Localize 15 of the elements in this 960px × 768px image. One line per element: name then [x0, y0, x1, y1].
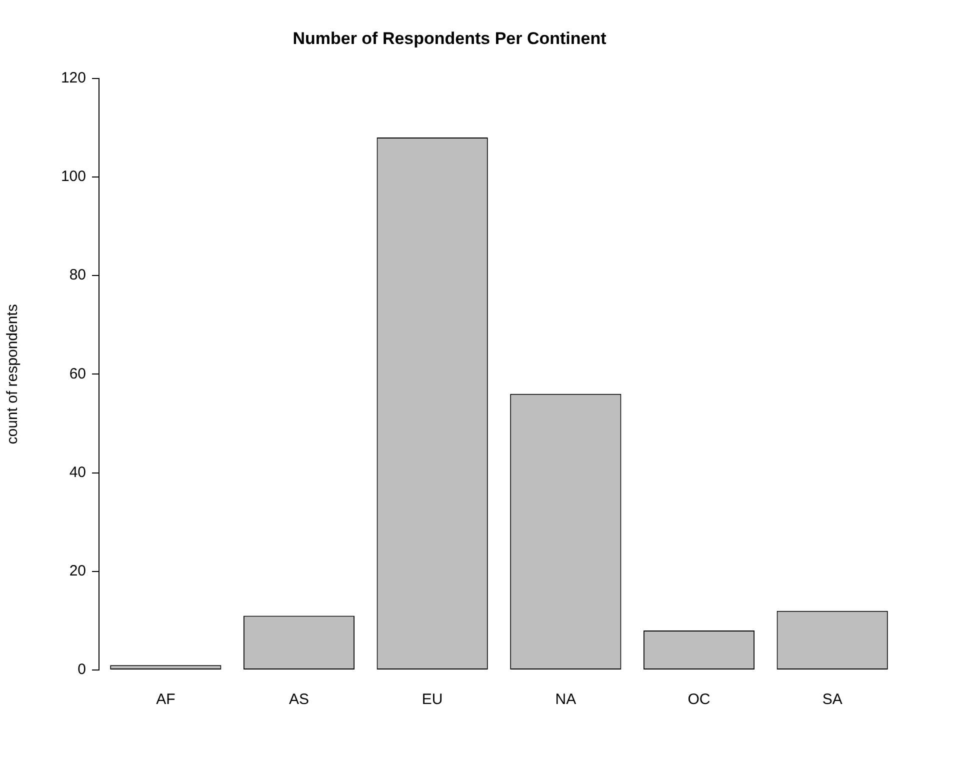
x-tick-label: SA — [822, 691, 842, 708]
y-tick-label: 100 — [60, 168, 86, 186]
y-tick-label: 40 — [69, 464, 86, 481]
x-tick-label: EU — [422, 691, 443, 708]
y-axis-title: count of respondents — [4, 304, 22, 444]
chart-title: Number of Respondents Per Continent — [292, 28, 607, 48]
x-tick-label: AS — [288, 691, 310, 708]
y-tick-label: 120 — [60, 70, 86, 87]
x-tick-label: NA — [555, 691, 576, 708]
x-tick-label: AF — [156, 691, 176, 708]
y-tick-label: 20 — [69, 562, 86, 580]
x-tick-label: OC — [688, 691, 710, 708]
y-tick-label: 80 — [69, 266, 86, 284]
y-tick-label: 0 — [78, 661, 86, 678]
y-tick-label: 60 — [69, 365, 86, 382]
